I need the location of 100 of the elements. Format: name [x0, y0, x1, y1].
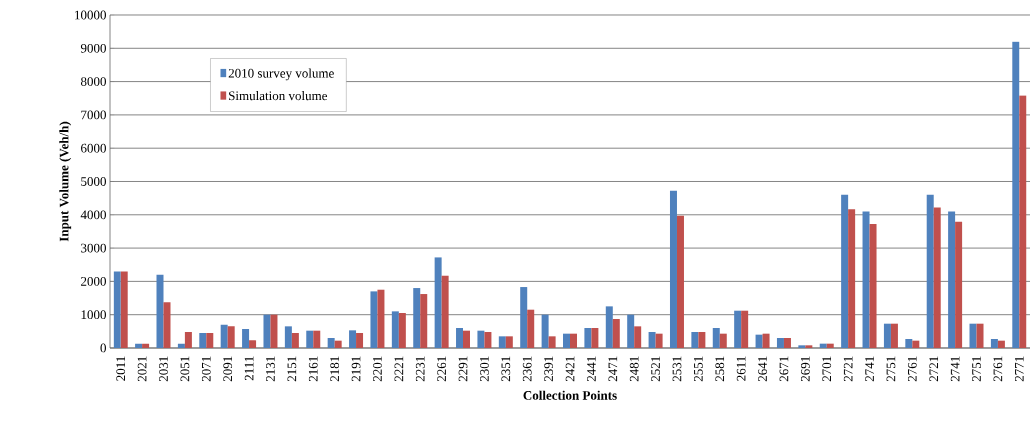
bar: [377, 289, 385, 348]
bar: [698, 332, 706, 348]
x-tick-label: 2721: [929, 356, 939, 382]
y-tick-label: 10000: [75, 10, 106, 20]
bar: [498, 336, 506, 348]
y-tick-label: 4000: [80, 210, 106, 220]
bar: [976, 323, 984, 348]
bar: [948, 211, 956, 348]
x-tick-label: 2531: [672, 356, 682, 382]
bar: [456, 328, 464, 348]
x-tick-label: 2581: [715, 356, 725, 382]
bar: [883, 323, 891, 348]
bar: [120, 271, 128, 348]
bar: [313, 330, 321, 348]
y-tick-label: 6000: [81, 143, 106, 153]
bar: [548, 336, 556, 348]
bar: [669, 190, 677, 348]
bar: [177, 343, 185, 348]
bar: [113, 271, 121, 348]
x-tick-label: 2751: [972, 356, 981, 382]
bar: [463, 330, 471, 348]
y-axis-title: Input Volume (Veh/h): [59, 121, 72, 242]
bar: [349, 330, 357, 348]
bar: [370, 291, 378, 348]
bar: [591, 328, 599, 348]
bar: [712, 328, 720, 348]
legend-label: 2010 survey volume: [228, 68, 334, 81]
bar: [220, 324, 228, 348]
x-tick-label: 2441: [587, 356, 596, 382]
bar: [990, 339, 998, 348]
bar: [634, 326, 642, 348]
x-tick-label: 2521: [651, 356, 660, 382]
bar: [955, 221, 963, 348]
x-tick-label: 2181: [330, 356, 340, 382]
x-tick-label: 2691: [800, 356, 810, 382]
bar: [676, 215, 684, 348]
x-tick-label: 2671: [779, 356, 789, 382]
bar: [249, 340, 257, 348]
bar: [741, 310, 749, 348]
bar: [391, 311, 399, 348]
y-tick-label: 7000: [81, 110, 106, 120]
x-tick-label: 2021: [137, 356, 147, 382]
bar: [527, 309, 535, 348]
x-tick-label: 2031: [159, 356, 168, 382]
x-tick-label: 2701: [822, 356, 832, 382]
bar: [1012, 41, 1020, 348]
bar: [783, 338, 791, 348]
bar: [776, 338, 784, 348]
x-tick-label: 2291: [458, 356, 468, 382]
bar: [869, 224, 877, 348]
bar: [805, 345, 813, 348]
x-tick-label: 2481: [629, 356, 639, 382]
y-tick-label: 0: [100, 343, 106, 353]
x-tick-label: 2161: [308, 356, 318, 382]
y-tick-label: 3000: [81, 243, 106, 253]
bar: [719, 333, 727, 348]
x-tick-label: 2201: [373, 356, 382, 382]
legend-label: Simulation volume: [229, 91, 328, 101]
x-tick-label: 2611: [736, 356, 746, 381]
bar: [434, 257, 442, 348]
bar: [420, 294, 428, 348]
bar: [398, 313, 406, 348]
x-tick-label: 2301: [480, 356, 489, 382]
x-tick-label: 2051: [180, 356, 190, 382]
bar: [648, 332, 656, 348]
bar: [612, 319, 620, 348]
bar: [356, 333, 364, 348]
bar: [691, 332, 699, 348]
x-tick-label: 2011: [116, 356, 126, 381]
bar: [563, 333, 570, 348]
bar: [163, 302, 171, 348]
bar: [541, 314, 549, 348]
bar: [584, 328, 592, 348]
x-tick-label: 2761: [907, 356, 917, 382]
bar: [184, 332, 192, 348]
x-tick-label: 2741: [865, 356, 874, 382]
x-axis-title: Collection Points: [523, 390, 617, 400]
x-tick-label: 2751: [886, 356, 896, 382]
bar: [284, 326, 292, 348]
bar: [1019, 95, 1027, 348]
x-tick-label: 2071: [201, 356, 211, 382]
bar: [441, 275, 449, 348]
bar: [627, 314, 635, 348]
x-tick-label: 2721: [843, 356, 853, 382]
bar: [135, 343, 143, 348]
x-tick-label: 2351: [501, 356, 511, 382]
bar: [291, 333, 299, 348]
bar: [933, 207, 941, 348]
bar: [263, 314, 271, 348]
bar: [206, 333, 214, 348]
x-tick-label: 2391: [544, 356, 553, 382]
bar: [505, 336, 513, 348]
bar: [755, 334, 763, 348]
bar: [890, 323, 898, 348]
bar: [841, 194, 849, 348]
x-tick-label: 2761: [993, 356, 1003, 382]
x-tick-label: 2231: [415, 356, 425, 382]
x-tick-label: 2221: [394, 356, 404, 382]
bar: [905, 339, 913, 348]
bar: [912, 340, 920, 348]
